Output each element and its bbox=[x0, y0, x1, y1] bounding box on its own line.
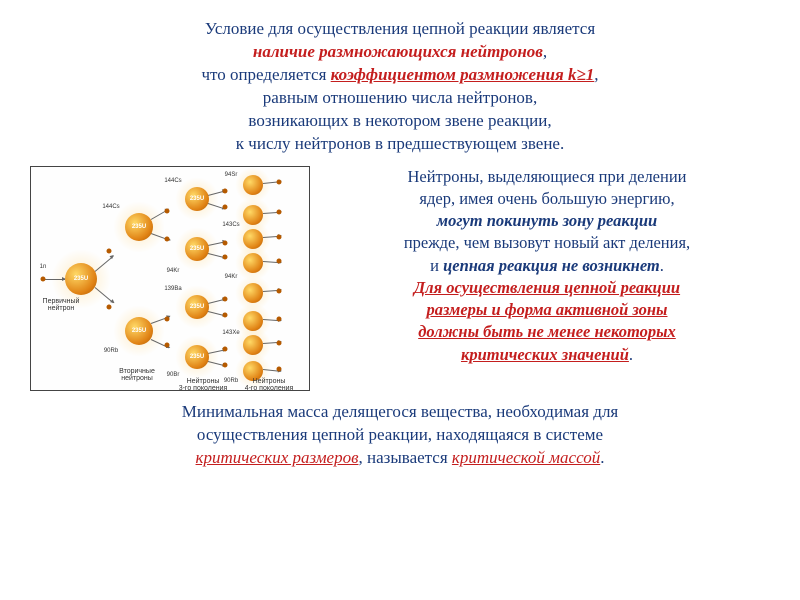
fragment-label: 90Br bbox=[167, 372, 180, 378]
header-line-6: к числу нейтронов в предшествующем звене… bbox=[30, 133, 770, 156]
neutron-dot bbox=[223, 362, 228, 367]
nucleus-label: 235U bbox=[132, 328, 146, 334]
header-block: Условие для осуществления цепной реакции… bbox=[30, 18, 770, 156]
header-line-3: что определяется коэффициентом размножен… bbox=[30, 64, 770, 87]
neutron-dot bbox=[223, 204, 228, 209]
right-line-6: Для осуществления цепной реакции bbox=[324, 277, 770, 299]
right-line-9: критических значений. bbox=[324, 344, 770, 366]
nucleus-label: 235U bbox=[190, 354, 204, 360]
fragment-label: 144Cs bbox=[164, 178, 181, 184]
neutron-dot bbox=[165, 208, 170, 213]
right-line-7: размеры и форма активной зоны bbox=[324, 299, 770, 321]
nucleus-label: 235U bbox=[190, 246, 204, 252]
footer-line-2: осуществления цепной реакции, находящаяс… bbox=[30, 424, 770, 447]
neutron-dot bbox=[277, 340, 282, 345]
right-line-4: прежде, чем вызовут новый акт деления, bbox=[324, 232, 770, 254]
neutron-dot bbox=[277, 209, 282, 214]
header-line-4: равным отношению числа нейтронов, bbox=[30, 87, 770, 110]
header-line-2: наличие размножающихся нейтронов, bbox=[30, 41, 770, 64]
nucleus bbox=[243, 335, 263, 355]
nucleus bbox=[243, 311, 263, 331]
nucleus-label: 235U bbox=[132, 224, 146, 230]
neutron-dot bbox=[277, 179, 282, 184]
nucleus bbox=[243, 175, 263, 195]
nucleus-label: 235U bbox=[190, 196, 204, 202]
fragment-label: 143Cs bbox=[222, 222, 239, 228]
fragment-label: 94Kr bbox=[225, 274, 238, 280]
footer-line-1: Минимальная масса делящегося вещества, н… bbox=[30, 401, 770, 424]
neutron-dot bbox=[223, 254, 228, 259]
fragment-label: 143Xe bbox=[222, 330, 239, 336]
nucleus bbox=[243, 229, 263, 249]
footer-block: Минимальная масса делящегося вещества, н… bbox=[30, 401, 770, 470]
footer-line-3: критических размеров, называется критиче… bbox=[30, 447, 770, 470]
right-line-1: Нейтроны, выделяющиеся при делении bbox=[324, 166, 770, 188]
chain-reaction-diagram: 235U 235U 235U 235U 235U 235U 235U 144Cs 90Rb 144… bbox=[30, 166, 310, 391]
neutron-dot bbox=[223, 188, 228, 193]
generation-label: Нейтроны 3-го поколения bbox=[179, 378, 228, 392]
fragment-label: 139Ba bbox=[164, 286, 181, 292]
header-line-5: возникающих в некотором звене реакции, bbox=[30, 110, 770, 133]
neutron-dot bbox=[165, 342, 170, 347]
middle-row: 235U 235U 235U 235U 235U 235U 235U 144Cs 90Rb 144… bbox=[30, 166, 770, 391]
nucleus bbox=[243, 283, 263, 303]
generation-label: Первичный нейтрон bbox=[43, 298, 80, 312]
neutron-dot bbox=[41, 276, 46, 281]
nucleus-label: 235U bbox=[190, 304, 204, 310]
neutron-dot bbox=[107, 304, 112, 309]
initial-neutron-label: 1n bbox=[40, 264, 47, 270]
generation-label: Вторичные нейтроны bbox=[119, 368, 155, 382]
right-line-2: ядер, имея очень большую энергию, bbox=[324, 188, 770, 210]
neutron-dot bbox=[223, 346, 228, 351]
fragment-label: 90Rb bbox=[104, 348, 118, 354]
fragment-label: 144Cs bbox=[102, 204, 119, 210]
neutron-dot bbox=[277, 258, 282, 263]
neutron-dot bbox=[107, 248, 112, 253]
header-line-1: Условие для осуществления цепной реакции… bbox=[30, 18, 770, 41]
right-line-8: должны быть не менее некоторых bbox=[324, 321, 770, 343]
neutron-arrow bbox=[45, 279, 65, 280]
neutron-dot bbox=[223, 240, 228, 245]
nucleus bbox=[243, 253, 263, 273]
right-line-5: и цепная реакция не возникнет. bbox=[324, 255, 770, 277]
right-line-3: могут покинуть зону реакции bbox=[324, 210, 770, 232]
neutron-dot bbox=[223, 296, 228, 301]
fragment-label: 94Sr bbox=[225, 172, 238, 178]
neutron-dot bbox=[277, 316, 282, 321]
neutron-dot bbox=[165, 316, 170, 321]
fragment-label: 94Kr bbox=[167, 268, 180, 274]
neutron-dot bbox=[223, 312, 228, 317]
neutron-dot bbox=[277, 366, 282, 371]
neutron-dot bbox=[277, 234, 282, 239]
nucleus-label: 235U bbox=[74, 276, 88, 282]
generation-label: Нейтроны 4-го поколения bbox=[245, 378, 294, 392]
nucleus bbox=[243, 205, 263, 225]
right-text-block: Нейтроны, выделяющиеся при делении ядер,… bbox=[324, 166, 770, 391]
neutron-dot bbox=[277, 288, 282, 293]
neutron-dot bbox=[165, 236, 170, 241]
